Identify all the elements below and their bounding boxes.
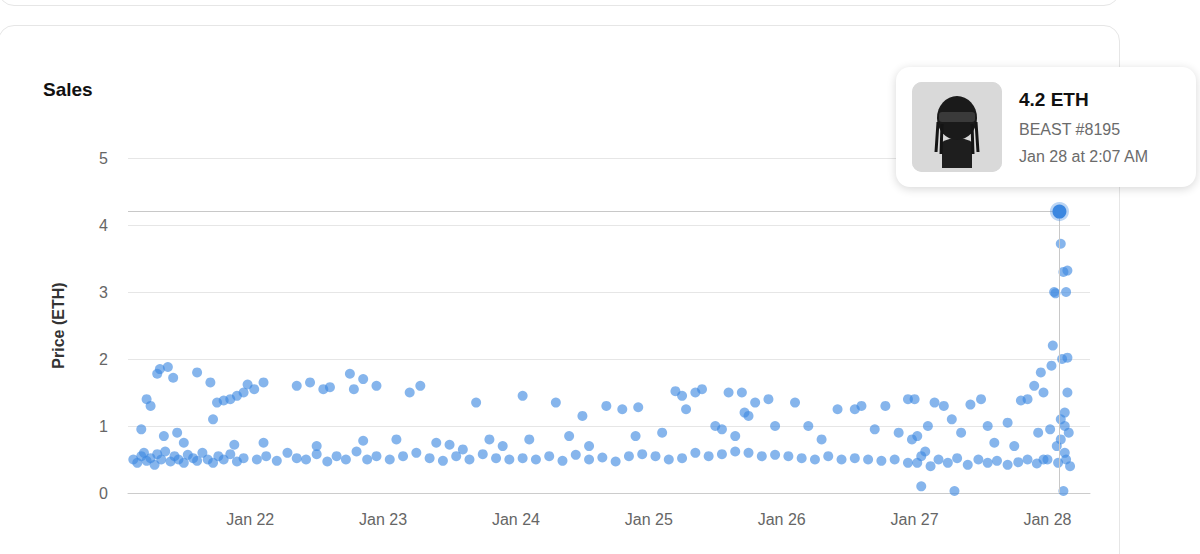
svg-text:1: 1: [99, 418, 108, 435]
svg-text:2: 2: [99, 351, 108, 368]
html-text:4.2 ETH: 4.2 ETH: [1019, 89, 1089, 110]
svg-text:0: 0: [99, 485, 108, 502]
svg-text:Jan 24: Jan 24: [492, 511, 540, 528]
html-text:Jan 28 at 2:07 AM: Jan 28 at 2:07 AM: [1019, 148, 1148, 165]
svg-text:Jan 27: Jan 27: [891, 511, 939, 528]
svg-text:Jan 26: Jan 26: [758, 511, 806, 528]
svg-text:Jan 28: Jan 28: [1023, 511, 1071, 528]
svg-text:Jan 22: Jan 22: [226, 511, 274, 528]
svg-text:Jan 25: Jan 25: [625, 511, 673, 528]
svg-text:3: 3: [99, 284, 108, 301]
svg-text:4: 4: [99, 217, 108, 234]
svg-text:5: 5: [99, 150, 108, 167]
svg-text:Price (ETH): Price (ETH): [50, 282, 67, 368]
svg-text:Jan 23: Jan 23: [359, 511, 407, 528]
html-text:BEAST #8195: BEAST #8195: [1019, 121, 1121, 138]
svg-text:Sales: Sales: [43, 79, 93, 100]
